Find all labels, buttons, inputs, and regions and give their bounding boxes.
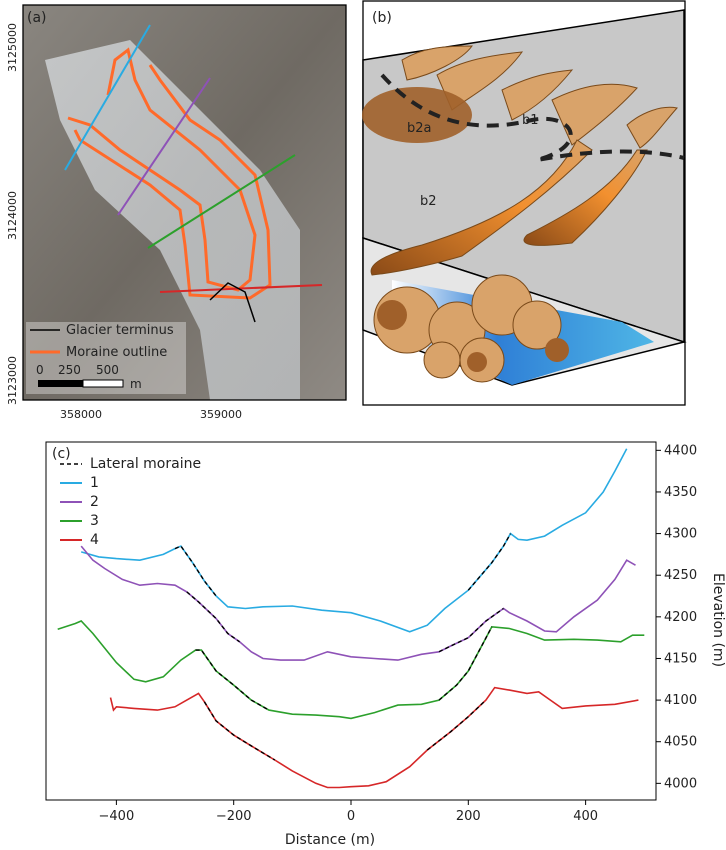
terminus-legend-label: Glacier terminus: [66, 323, 174, 338]
x-tick-label: 358000: [60, 408, 102, 421]
x-tick-label: 400: [573, 809, 598, 824]
gully-3: [501, 69, 574, 121]
debris-flow-b1: [523, 149, 648, 246]
gully-5: [626, 106, 678, 149]
scale-tick: 250: [58, 363, 81, 377]
profile-line-3: [147, 154, 296, 249]
series-lines: [57, 448, 645, 789]
legend-label-lateral-moraine: Lateral moraine: [90, 456, 201, 472]
panel-b-schematic: (b) b1 b2 b2a: [362, 0, 687, 406]
gully-1: [401, 45, 473, 81]
moraine-legend-label: Moraine outline: [66, 345, 167, 360]
x-axis-ticks: −400 −200 0 200 400: [99, 800, 598, 824]
panel-a-label: (a): [27, 10, 47, 26]
sediment-fan-b2a: [362, 87, 472, 143]
y-tick-label: 4100: [664, 693, 697, 708]
glacier-terminus: [209, 282, 256, 323]
x-tick-label: 359000: [200, 408, 242, 421]
series-line-4: [109, 686, 639, 789]
legend-label-1: 1: [90, 475, 99, 491]
series-line-2: [80, 545, 636, 661]
panel-c-label: (c): [52, 446, 71, 462]
legend-label-4: 4: [90, 532, 99, 548]
scale-bar-white: [82, 379, 124, 388]
y-tick-label: 4200: [664, 610, 697, 625]
y-tick-label: 4150: [664, 651, 697, 666]
label-b1: b1: [522, 113, 539, 128]
gully-4: [551, 83, 638, 146]
plot-area: [45, 441, 657, 801]
y-axis-ticks: 4000 4050 4100 4150 4200 4250 4300 4350 4400: [656, 443, 697, 791]
legend-label-2: 2: [90, 494, 99, 510]
glacier-body: [45, 40, 300, 400]
y-axis-title: Elevation (m): [710, 573, 726, 667]
boundary-dashed-line: [380, 73, 685, 162]
y-tick-label: 3123000: [6, 356, 19, 405]
y-tick-label: 4000: [664, 776, 697, 791]
y-tick-label: 4050: [664, 735, 697, 750]
chart-legend: Lateral moraine 1 2 3 4: [60, 456, 201, 548]
x-tick-label: −400: [99, 809, 135, 824]
lateral-moraine-segment: [203, 701, 276, 761]
map-frame: [22, 4, 347, 401]
y-tick-label: 4400: [664, 443, 697, 458]
scale-bar-black: [38, 380, 83, 387]
boulder-cluster: [373, 274, 569, 383]
y-tick-label: 4300: [664, 527, 697, 542]
panel-a-map: (a) 3125000 3124000 3123000 358000 35900…: [6, 4, 347, 421]
x-tick-label: 0: [347, 809, 355, 824]
panel-c-elevation-chart: (c) Distance (m) Elevation (m) −400 −200 0…: [45, 441, 726, 848]
y-axis-ticks: 3125000 3124000 3123000: [6, 23, 19, 405]
panel-b-label: (b): [372, 10, 392, 26]
x-tick-label: 200: [456, 809, 481, 824]
profile-line-4: [159, 284, 323, 293]
x-axis-title: Distance (m): [285, 832, 375, 848]
scale-tick: 500: [96, 363, 119, 377]
scale-unit: m: [130, 377, 142, 391]
y-tick-label: 4350: [664, 485, 697, 500]
profile-line-2: [117, 77, 211, 216]
lateral-moraine-segment: [195, 649, 270, 711]
y-tick-label: 3125000: [6, 23, 19, 72]
series-line-3: [57, 620, 645, 720]
lateral-moraine-segment: [186, 591, 241, 643]
profile-line-1: [64, 24, 151, 171]
y-tick-label: 4250: [664, 568, 697, 583]
moraine-outline: [67, 47, 257, 292]
lateral-moraine-segment: [438, 607, 504, 653]
moraine-outline-inner: [73, 64, 272, 300]
lateral-moraine-segment: [438, 626, 493, 701]
legend-label-3: 3: [90, 513, 99, 529]
lateral-moraine-segment: [426, 699, 487, 751]
label-b2a: b2a: [407, 121, 432, 136]
lateral-moraine-segment: [467, 533, 512, 591]
gully-2: [436, 51, 524, 111]
scale-tick: 0: [36, 363, 44, 377]
y-tick-label: 3124000: [6, 191, 19, 240]
label-b2: b2: [420, 194, 437, 209]
x-tick-label: −200: [216, 809, 252, 824]
